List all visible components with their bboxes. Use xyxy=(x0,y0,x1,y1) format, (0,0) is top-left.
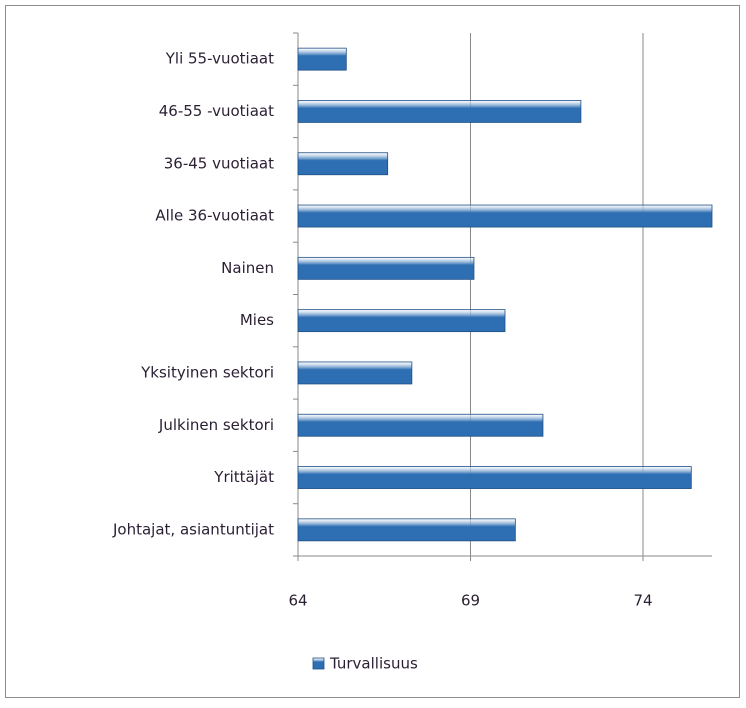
bar xyxy=(297,309,506,333)
y-tick-label: Alle 36-vuotiaat xyxy=(155,207,274,225)
y-tick-label: 46-55 -vuotiaat xyxy=(159,102,274,120)
y-tick-label: Yksityinen sektori xyxy=(140,363,274,381)
bar xyxy=(297,152,389,176)
bar xyxy=(297,518,516,542)
y-tick-label: Johtajat, asiantuntijat xyxy=(112,520,274,538)
bar xyxy=(297,361,413,385)
y-tick-label: Yli 55-vuotiaat xyxy=(165,50,274,68)
y-tick-label: Nainen xyxy=(221,259,274,277)
y-tick-label: Mies xyxy=(240,311,274,329)
bar xyxy=(297,413,544,437)
bar xyxy=(297,466,692,489)
bar xyxy=(297,204,713,228)
legend-label: Turvallisuus xyxy=(329,655,418,673)
y-tick-label: 36-45 vuotiaat xyxy=(164,154,274,172)
y-tick-label: Yrittäjät xyxy=(213,468,274,486)
bar xyxy=(297,47,347,71)
legend-swatch xyxy=(312,657,325,670)
bar xyxy=(297,256,475,280)
bar xyxy=(297,100,582,123)
x-tick-label: 64 xyxy=(288,592,307,610)
y-tick-label: Julkinen sektori xyxy=(158,416,274,434)
x-tick-label: 69 xyxy=(461,592,480,610)
x-tick-label: 74 xyxy=(633,592,652,610)
